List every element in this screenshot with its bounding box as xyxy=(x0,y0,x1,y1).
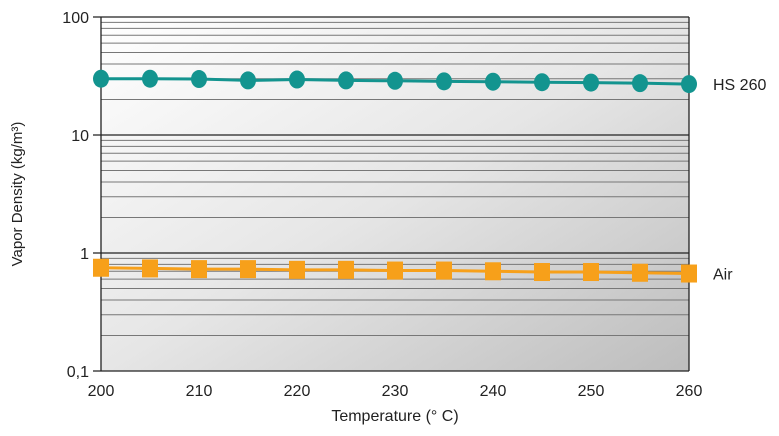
data-point xyxy=(436,72,452,91)
data-point xyxy=(632,74,648,93)
data-point xyxy=(289,70,305,89)
y-axis-label: Vapor Density (kg/m³) xyxy=(9,122,26,267)
data-point xyxy=(142,69,158,88)
data-point xyxy=(338,260,354,279)
data-point xyxy=(436,261,452,280)
data-point xyxy=(191,70,207,89)
x-tick-label: 240 xyxy=(480,383,507,400)
x-axis-label: Temperature (° C) xyxy=(331,408,458,425)
data-point xyxy=(93,258,109,277)
x-tick-label: 200 xyxy=(88,383,115,400)
data-point xyxy=(681,264,697,283)
data-point xyxy=(240,260,256,279)
x-tick-label: 220 xyxy=(284,383,311,400)
data-point xyxy=(681,75,697,94)
y-tick-label: 1 xyxy=(80,246,89,263)
data-point xyxy=(289,260,305,279)
data-point xyxy=(338,71,354,90)
x-tick-label: 250 xyxy=(578,383,605,400)
data-point xyxy=(387,71,403,90)
plot-area xyxy=(101,17,689,371)
y-tick-label: 0,1 xyxy=(67,364,89,381)
y-tick-label: 10 xyxy=(71,128,89,145)
data-point xyxy=(632,263,648,282)
y-tick-label: 100 xyxy=(62,10,89,27)
data-point xyxy=(191,260,207,279)
data-point xyxy=(583,263,599,282)
series-label: HS 260 xyxy=(713,77,766,94)
data-point xyxy=(142,259,158,278)
data-point xyxy=(485,72,501,91)
data-point xyxy=(387,261,403,280)
data-point xyxy=(240,71,256,90)
data-point xyxy=(534,263,550,282)
data-point xyxy=(534,73,550,92)
data-point xyxy=(93,69,109,88)
x-tick-label: 230 xyxy=(382,383,409,400)
data-point xyxy=(485,262,501,281)
x-tick-label: 260 xyxy=(676,383,703,400)
series-label: Air xyxy=(713,267,733,284)
x-tick-label: 210 xyxy=(186,383,213,400)
data-point xyxy=(583,73,599,92)
